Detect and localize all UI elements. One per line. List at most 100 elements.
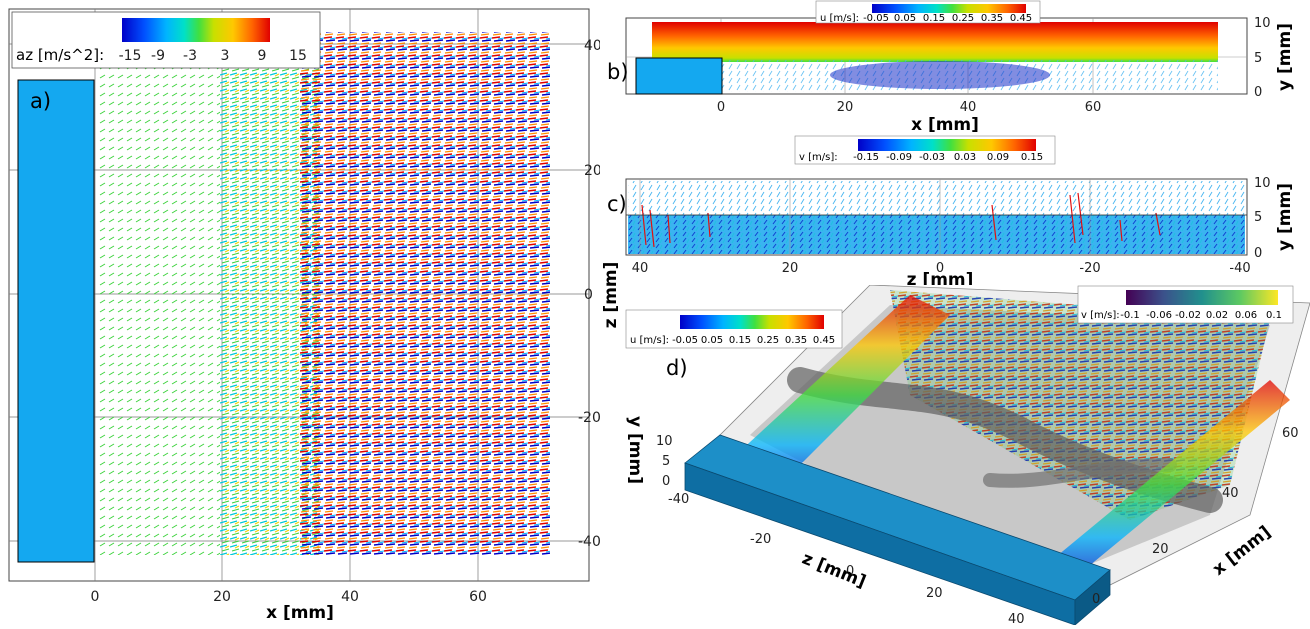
panel-b-colorbar xyxy=(872,4,1026,13)
panel-d-colorbar-v-tick: 0.06 xyxy=(1235,310,1257,321)
panel-c-colorbar-tick: -0.03 xyxy=(919,152,945,163)
panel-b-colorbar-tick: 0.25 xyxy=(952,13,974,24)
panel-d-colorbar-v-tick: -0.06 xyxy=(1146,310,1172,321)
panel-b-colorbar-tick: 0.05 xyxy=(894,13,916,24)
panel-c-colorbar-tick: 0.03 xyxy=(954,152,976,163)
panel-a-z-title: z [mm] xyxy=(601,262,621,329)
panel-b-y-tick: 5 xyxy=(1254,51,1262,66)
panel-a-z-tick: -20 xyxy=(578,410,600,426)
panel-a-z-title-wrap: z [mm] xyxy=(601,262,621,329)
panel-c-z-tick: 40 xyxy=(632,261,649,276)
panel-d-colorbar-u-title: u [m/s]: xyxy=(630,335,669,346)
panel-c-label: c) xyxy=(607,192,627,216)
panel-a-z-tick: 20 xyxy=(584,163,600,179)
panel-a: az [m/s^2]: -15 -9 -3 3 9 15 a) 0 20 40 … xyxy=(0,0,602,625)
panel-b-colorbar-tick: 0.45 xyxy=(1010,13,1032,24)
panel-a-x-tick: 0 xyxy=(91,589,100,605)
panel-a-x-tick: 60 xyxy=(469,589,487,605)
panel-c-plot: v [m/s]: -0.15 -0.09 -0.03 0.03 0.09 0.1… xyxy=(607,135,1295,290)
panel-a-colorbar-tick: -15 xyxy=(119,48,142,64)
panel-c-lower-vectors xyxy=(628,215,1245,254)
panel-a-vector-field-upstream xyxy=(98,40,220,555)
panel-d-z-tick: -20 xyxy=(750,532,771,547)
panel-d-label: d) xyxy=(666,356,688,380)
panel-a-colorbar-tick: 15 xyxy=(289,48,307,64)
panel-d-z-title: z [mm] xyxy=(799,549,868,593)
panel-c-streaks xyxy=(641,192,1161,248)
panel-b-colorbar-tick: -0.05 xyxy=(863,13,889,24)
panel-b-x-tick: 20 xyxy=(837,100,854,115)
panel-b: u [m/s]: -0.05 0.05 0.15 0.25 0.35 0.45 … xyxy=(600,0,1310,140)
panel-d-y-tick: 0 xyxy=(662,474,670,489)
panel-c-y-tick: 0 xyxy=(1254,246,1262,261)
panel-d-colorbar-u-tick: -0.05 xyxy=(672,335,698,346)
panel-a-vector-field-turbulent xyxy=(300,32,550,555)
panel-a-colorbar xyxy=(122,18,270,42)
panel-b-y-tick: 0 xyxy=(1254,85,1262,100)
panel-b-colorbar-title: u [m/s]: xyxy=(820,13,859,24)
panel-d-colorbar-v xyxy=(1126,290,1278,305)
panel-b-y-title: y [mm] xyxy=(1275,23,1295,91)
panel-d-x-tick: 60 xyxy=(1282,426,1299,441)
panel-c-y-tick: 5 xyxy=(1254,210,1262,225)
panel-c-colorbar-tick: -0.15 xyxy=(853,152,879,163)
panel-c-colorbar-tick: -0.09 xyxy=(886,152,912,163)
panel-d-slice-downstream xyxy=(1040,380,1290,590)
panel-b-x-tick: 0 xyxy=(717,100,725,115)
panel-d-colorbar-u-tick: 0.05 xyxy=(701,335,723,346)
panel-b-y-tick: 10 xyxy=(1254,16,1271,31)
panel-b-wall-block xyxy=(635,57,723,95)
panel-a-wall-block xyxy=(17,79,95,563)
panel-d-y-title: y [mm] xyxy=(625,416,645,484)
panel-d-colorbar-v-tick: -0.02 xyxy=(1175,310,1201,321)
panel-d-z-tick: 20 xyxy=(926,586,943,601)
panel-b-x-tick: 40 xyxy=(960,100,977,115)
panel-c-z-tick: -20 xyxy=(1079,261,1100,276)
panel-a-z-tick: 40 xyxy=(584,38,600,54)
panel-a-colorbar-tick: -3 xyxy=(183,48,197,64)
panel-d-colorbar-u-tick: 0.35 xyxy=(785,335,807,346)
panel-c-z-tick: 20 xyxy=(782,261,799,276)
panel-c-colorbar-tick: 0.09 xyxy=(987,152,1009,163)
panel-d-x-tick: 20 xyxy=(1152,542,1169,557)
panel-b-velocity-field xyxy=(652,22,1218,62)
panel-b-x-tick: 60 xyxy=(1085,100,1102,115)
panel-d-isosurface-secondary xyxy=(983,458,1177,488)
panel-d-colorbar-v-tick: 0.1 xyxy=(1266,310,1282,321)
panel-c-z-tick: 0 xyxy=(936,261,944,276)
panel-d-colorbar-u xyxy=(680,315,824,329)
panel-d-z-tick: 40 xyxy=(1008,612,1025,625)
panel-a-plot: az [m/s^2]: -15 -9 -3 3 9 15 a) 0 20 40 … xyxy=(8,8,602,623)
panel-d-colorbar-u-tick: 0.25 xyxy=(757,335,779,346)
panel-a-colorbar-tick: 9 xyxy=(258,48,267,64)
panel-b-colorbar-tick: 0.15 xyxy=(923,13,945,24)
panel-a-z-tick: 0 xyxy=(584,287,593,303)
panel-a-x-tick: 40 xyxy=(341,589,359,605)
panel-c-colorbar-tick: 0.15 xyxy=(1021,152,1043,163)
panel-d-slice-upstream xyxy=(725,295,950,495)
panel-a-colorbar-title: az [m/s^2]: xyxy=(16,46,104,64)
panel-d-plot: u [m/s]: -0.05 0.05 0.15 0.25 0.35 0.45 … xyxy=(625,284,1310,627)
panel-a-colorbar-tick: -9 xyxy=(151,48,165,64)
panel-d-colorbar-v-tick: 0.02 xyxy=(1206,310,1228,321)
panel-d: u [m/s]: -0.05 0.05 0.15 0.25 0.35 0.45 … xyxy=(610,284,1310,627)
panel-d-colorbar-u-tick: 0.15 xyxy=(729,335,751,346)
panel-d-z-tick: -40 xyxy=(668,492,689,507)
panel-b-label: b) xyxy=(607,60,629,84)
panel-a-x-title: x [mm] xyxy=(266,603,334,623)
panel-c-upper-vectors xyxy=(628,181,1245,215)
panel-d-x-tick: 0 xyxy=(1092,592,1100,607)
panel-c-y-title: y [mm] xyxy=(1275,183,1295,251)
panel-d-colorbar-v-tick: -0.1 xyxy=(1120,310,1140,321)
panel-c-z-title: z [mm] xyxy=(907,270,974,285)
panel-b-colorbar-tick: 0.35 xyxy=(981,13,1003,24)
panel-d-colorbar-v-title: v [m/s]: xyxy=(1081,310,1120,321)
panel-b-plot: u [m/s]: -0.05 0.05 0.15 0.25 0.35 0.45 … xyxy=(607,0,1295,135)
panel-d-z-tick: 0 xyxy=(846,564,854,579)
panel-b-x-title: x [mm] xyxy=(911,115,979,135)
panel-c-colorbar-title: v [m/s]: xyxy=(799,152,838,163)
panel-c-colorbar xyxy=(858,139,1036,151)
panel-c: v [m/s]: -0.15 -0.09 -0.03 0.03 0.09 0.1… xyxy=(600,135,1310,290)
panel-a-x-tick: 20 xyxy=(213,589,231,605)
panel-a-z-tick: -40 xyxy=(578,534,600,550)
